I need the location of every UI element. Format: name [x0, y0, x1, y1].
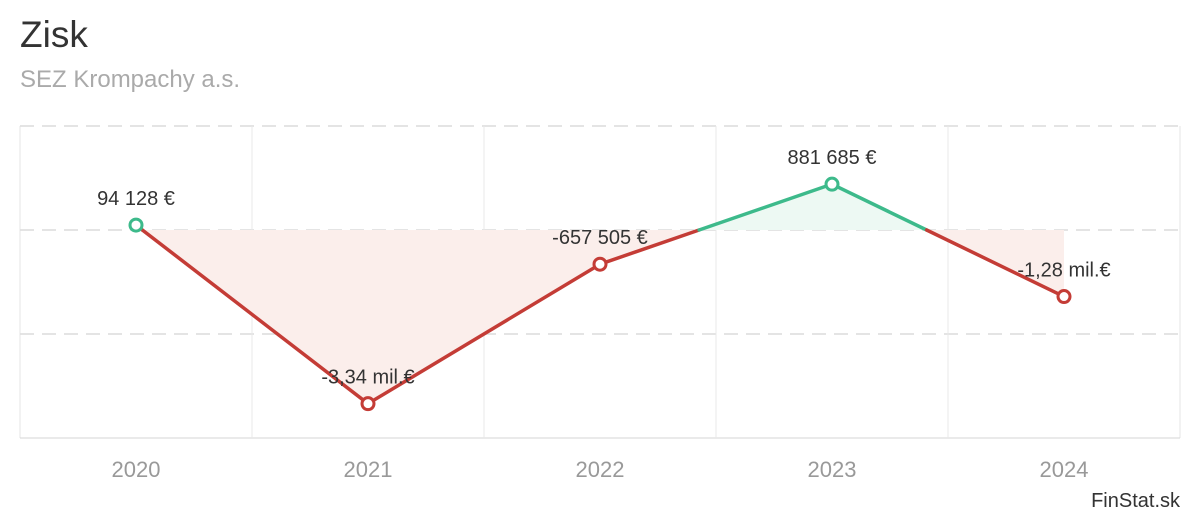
data-point-2020 — [128, 217, 144, 233]
positive-line-segment — [697, 182, 834, 232]
data-label-2023: 881 685 € — [788, 147, 877, 169]
x-tick-label-2021: 2021 — [344, 457, 393, 482]
x-tick-label-2023: 2023 — [808, 457, 857, 482]
negative-line-segment — [598, 228, 701, 266]
chart-subtitle: SEZ Krompachy a.s. — [20, 66, 241, 93]
x-tick-label-2024: 2024 — [1040, 457, 1089, 482]
data-point-2023 — [824, 176, 840, 192]
chart-title: Zisk — [20, 14, 88, 55]
negative-line-segment — [924, 228, 1066, 299]
x-tick-label-2022: 2022 — [576, 457, 625, 482]
positive-line-segment — [830, 182, 929, 232]
negative-area — [368, 230, 600, 404]
data-point-2022 — [592, 256, 608, 272]
negative-line-segment — [140, 228, 370, 406]
data-label-2021: -3,34 mil.€ — [321, 367, 414, 389]
x-tick-label-2020: 2020 — [112, 457, 161, 482]
data-label-2024: -1,28 mil.€ — [1017, 260, 1110, 282]
data-label-2020: 94 128 € — [97, 188, 175, 210]
data-label-2022: -657 505 € — [552, 227, 648, 249]
finstat-credit[interactable]: FinStat.sk — [1091, 490, 1180, 512]
data-point-2021 — [360, 396, 376, 412]
negative-line-segment — [366, 262, 602, 406]
data-point-2024 — [1056, 289, 1072, 305]
